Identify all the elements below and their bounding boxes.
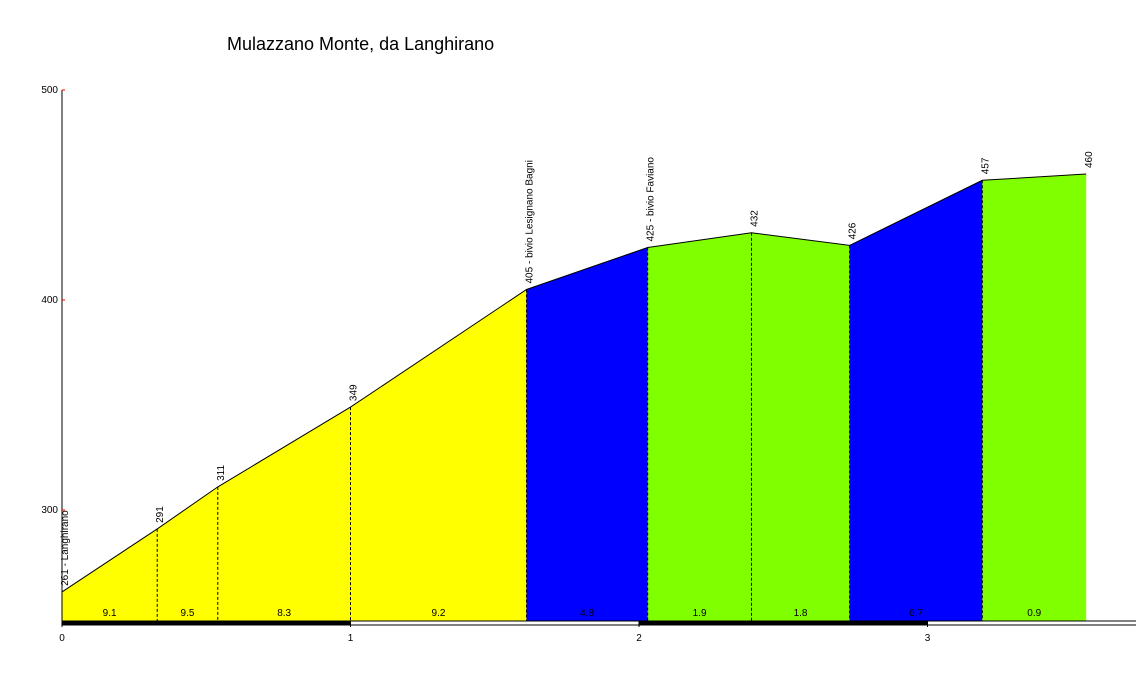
gradient-label: 1.8 xyxy=(794,608,808,619)
x-tick-label: 2 xyxy=(636,633,642,644)
altitude-label: 405 - bivio Lesignano Bagni xyxy=(524,160,535,283)
y-tick-label: 500 xyxy=(41,85,58,96)
segment-fill-5 xyxy=(526,247,648,621)
altitude-label: 291 xyxy=(155,506,166,523)
gradient-label: 6.7 xyxy=(909,608,923,619)
segment-fill-3 xyxy=(217,407,351,621)
gradient-label: 9.2 xyxy=(432,608,446,619)
segment-fill-4 xyxy=(350,289,527,621)
x-tick-label: 3 xyxy=(925,633,931,644)
gradient-label: 9.5 xyxy=(181,608,195,619)
gradient-labels: 9.1 9.5 8.3 9.2 4.8 1.9 1.8 6.7 0.9 xyxy=(103,608,1042,619)
segment-fills xyxy=(62,174,1087,622)
segment-fill-1 xyxy=(62,528,158,621)
altitude-labels: 261 - Langhirano 291 311 349 405 - bivio Les… xyxy=(60,151,1095,586)
altitude-label: 460 xyxy=(1084,151,1095,168)
segment-fill-6 xyxy=(647,232,752,622)
chart-title: Mulazzano Monte, da Langhirano xyxy=(227,34,495,54)
y-tick-label: 300 xyxy=(41,505,58,516)
segment-fill-8 xyxy=(849,180,983,622)
segment-fill-7 xyxy=(751,232,850,622)
altitude-label: 425 - bivio Faviano xyxy=(646,157,657,242)
segment-fill-9 xyxy=(982,174,1087,621)
y-tick-label: 400 xyxy=(41,295,58,306)
profile-line xyxy=(61,173,1087,593)
gradient-label: 4.8 xyxy=(580,608,594,619)
altitude-label: 457 xyxy=(980,157,991,174)
gradient-label: 8.3 xyxy=(277,608,291,619)
km-scale-bar xyxy=(62,621,351,625)
altitude-label: 349 xyxy=(349,384,360,401)
altitude-label: 261 - Langhirano xyxy=(60,510,71,586)
km-point-dividers xyxy=(156,180,983,621)
gradient-label: 0.9 xyxy=(1027,608,1041,619)
altitude-label: 426 xyxy=(848,222,859,239)
km-scale-bar xyxy=(639,621,928,625)
segment-fill-2 xyxy=(157,486,218,621)
gradient-label: 1.9 xyxy=(693,608,707,619)
altitude-label: 432 xyxy=(750,210,761,227)
x-tick-label: 1 xyxy=(348,633,354,644)
profile-outline xyxy=(61,173,1087,593)
x-tick-label: 0 xyxy=(59,633,65,644)
axes: 300 400 500 0 1 2 3 xyxy=(41,85,1136,644)
altitude-label: 311 xyxy=(216,465,227,481)
gradient-label: 9.1 xyxy=(103,608,117,619)
